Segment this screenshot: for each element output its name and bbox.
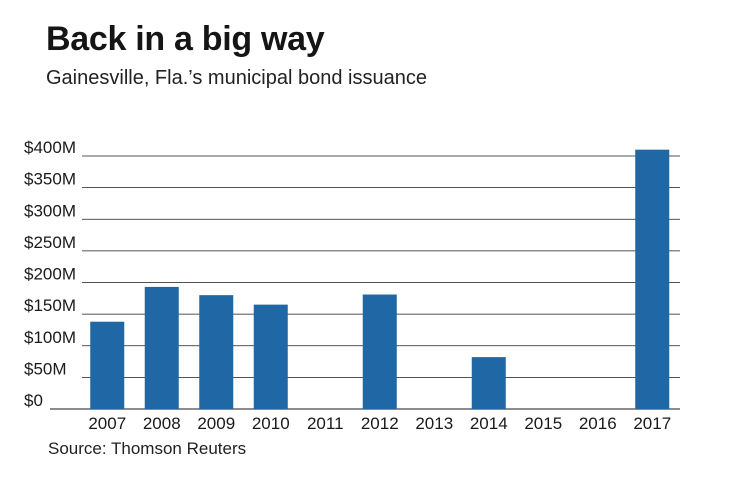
bars bbox=[90, 149, 670, 410]
x-tick-label: 2017 bbox=[633, 414, 671, 433]
chart-subtitle: Gainesville, Fla.’s municipal bond issua… bbox=[46, 67, 427, 89]
x-tick-label: 2014 bbox=[470, 414, 508, 433]
bar-2017 bbox=[635, 149, 670, 410]
y-tick-label: $200M bbox=[24, 265, 76, 284]
y-tick-label: $400M bbox=[24, 138, 76, 157]
bar-2007 bbox=[90, 321, 125, 409]
x-tick-label: 2007 bbox=[88, 414, 126, 433]
bar-2010 bbox=[253, 304, 288, 409]
y-axis-tick-labels: $0 $50M $100M $150M $200M $250M $300M $350M $400… bbox=[24, 138, 76, 410]
bar-2012 bbox=[362, 294, 397, 409]
y-tick-label: $0 bbox=[24, 391, 43, 410]
chart-title: Back in a big way bbox=[46, 20, 325, 58]
y-tick-label: $100M bbox=[24, 328, 76, 347]
bar-2014 bbox=[471, 357, 506, 409]
bar-2009 bbox=[199, 295, 234, 409]
x-tick-label: 2010 bbox=[252, 414, 290, 433]
x-axis-tick-labels: 2007 2008 2009 2010 2011 2012 2013 2014 2015 2016… bbox=[88, 414, 671, 433]
source-note: Source: Thomson Reuters bbox=[48, 439, 247, 458]
bar-2008 bbox=[144, 286, 179, 409]
x-tick-label: 2016 bbox=[579, 414, 617, 433]
x-tick-label: 2015 bbox=[524, 414, 562, 433]
x-tick-label: 2008 bbox=[143, 414, 181, 433]
y-tick-label: $50M bbox=[24, 359, 67, 378]
x-tick-label: 2009 bbox=[197, 414, 235, 433]
x-tick-label: 2011 bbox=[307, 414, 344, 433]
y-tick-label: $150M bbox=[24, 296, 76, 315]
y-tick-label: $350M bbox=[24, 170, 76, 189]
x-tick-label: 2012 bbox=[361, 414, 399, 433]
y-tick-label: $300M bbox=[24, 201, 76, 220]
x-tick-label: 2013 bbox=[415, 414, 453, 433]
y-tick-label: $250M bbox=[24, 233, 76, 252]
